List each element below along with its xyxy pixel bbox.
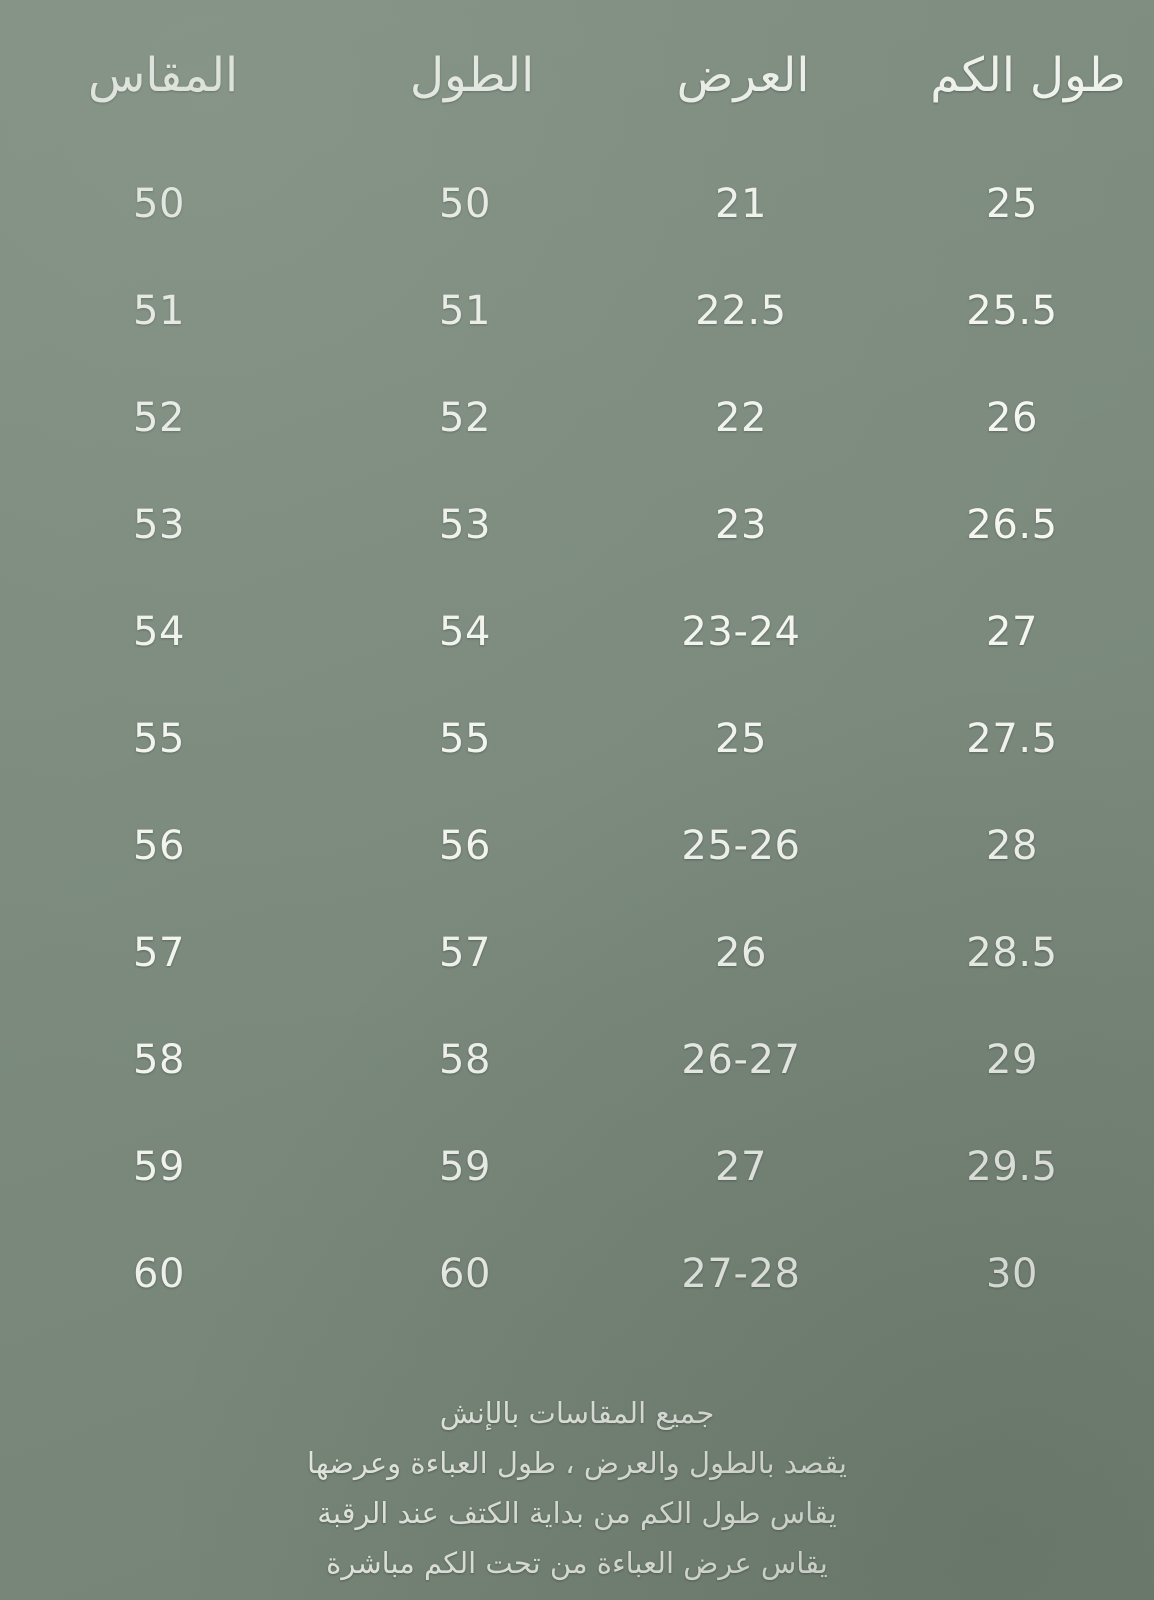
column-header-sleeve-length: طول الكم [930,47,1126,103]
cell-width: 21 [714,180,768,227]
table-row: 28 25-26 56 56 [0,792,1154,899]
cell-size: 57 [132,929,186,976]
cell-sleeve-length: 27.5 [966,715,1058,762]
cell-width: 27-28 [681,1250,801,1297]
cell-size: 52 [132,394,186,441]
cell-width: 23-24 [681,608,801,655]
cell-sleeve-length: 26 [985,394,1039,441]
cell-width: 25 [714,715,768,762]
cell-width: 22 [714,394,768,441]
table-row: 25.5 22.5 51 51 [0,257,1154,364]
note-line: يقاس طول الكم من بداية الكتف عند الرقبة [317,1496,837,1530]
cell-size: 53 [132,501,186,548]
cell-length: 53 [438,501,492,548]
column-header-width: العرض [676,47,810,103]
cell-length: 57 [438,929,492,976]
cell-length: 56 [438,822,492,869]
cell-sleeve-length: 30 [985,1250,1039,1297]
note-line: جميع المقاسات بالإنش [439,1396,715,1430]
cell-sleeve-length: 29 [985,1036,1039,1083]
cell-width: 26 [714,929,768,976]
cell-length: 50 [438,180,492,227]
table-row: 29.5 27 59 59 [0,1113,1154,1220]
note-line: يقاس عرض العباءة من تحت الكم مباشرة [326,1546,828,1580]
table-row: 26.5 23 53 53 [0,471,1154,578]
table-row: 29 26-27 58 58 [0,1006,1154,1113]
cell-size: 59 [132,1143,186,1190]
cell-length: 54 [438,608,492,655]
cell-sleeve-length: 28.5 [966,929,1058,976]
cell-width: 23 [714,501,768,548]
size-chart-table: طول الكم العرض الطول المقاس 25 21 50 50 25.5… [0,0,1154,1327]
cell-length: 58 [438,1036,492,1083]
note-line: يقصد بالطول والعرض ، طول العباءة وعرضها [307,1446,847,1480]
chart-notes: جميع المقاسات بالإنش يقصد بالطول والعرض ،… [0,1388,1154,1588]
cell-length: 52 [438,394,492,441]
table-row: 28.5 26 57 57 [0,899,1154,1006]
cell-length: 51 [438,287,492,334]
cell-width: 26-27 [681,1036,801,1083]
table-row: 27 23-24 54 54 [0,578,1154,685]
table-row: 27.5 25 55 55 [0,685,1154,792]
cell-size: 60 [132,1250,186,1297]
cell-sleeve-length: 29.5 [966,1143,1058,1190]
cell-sleeve-length: 25 [985,180,1039,227]
table-body: 25 21 50 50 25.5 22.5 51 51 26 22 52 52 26.5 23 53 53 27… [0,150,1154,1327]
table-row: 25 21 50 50 [0,150,1154,257]
table-row: 30 27-28 60 60 [0,1220,1154,1327]
cell-size: 58 [132,1036,186,1083]
cell-sleeve-length: 27 [985,608,1039,655]
cell-size: 54 [132,608,186,655]
cell-width: 22.5 [695,287,787,334]
cell-size: 50 [132,180,186,227]
column-header-length: الطول [409,47,535,103]
cell-sleeve-length: 25.5 [966,287,1058,334]
cell-length: 59 [438,1143,492,1190]
cell-length: 60 [438,1250,492,1297]
cell-sleeve-length: 28 [985,822,1039,869]
table-row: 26 22 52 52 [0,364,1154,471]
column-header-size: المقاس [87,47,239,103]
cell-length: 55 [438,715,492,762]
cell-size: 51 [132,287,186,334]
cell-size: 55 [132,715,186,762]
header-row: طول الكم العرض الطول المقاس [0,0,1154,150]
cell-size: 56 [132,822,186,869]
cell-sleeve-length: 26.5 [966,501,1058,548]
table-header: طول الكم العرض الطول المقاس [0,0,1154,150]
cell-width: 27 [714,1143,768,1190]
cell-width: 25-26 [681,822,801,869]
